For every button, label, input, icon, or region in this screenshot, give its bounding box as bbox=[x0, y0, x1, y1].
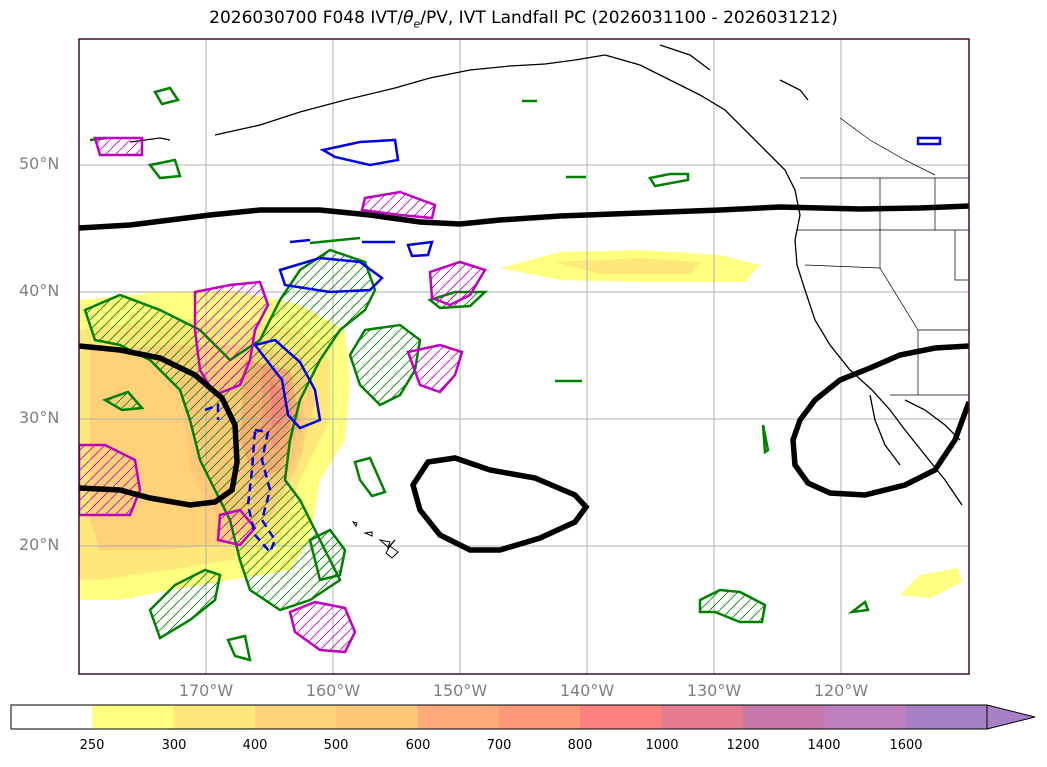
colorbar-swatch bbox=[661, 705, 744, 729]
colorbar-swatch bbox=[824, 705, 907, 729]
colorbar-swatch bbox=[92, 705, 175, 729]
colorbar-tick: 1600 bbox=[889, 738, 923, 753]
colorbar-swatch bbox=[417, 705, 500, 729]
landfall-pc-contours bbox=[79, 203, 969, 553]
colorbar-tick: 1000 bbox=[645, 738, 679, 753]
colorbar-tick: 700 bbox=[486, 738, 512, 753]
colorbar-tick: 800 bbox=[567, 738, 593, 753]
lon-label-160w: 160°W bbox=[305, 681, 361, 700]
colorbar-tick: 500 bbox=[323, 738, 349, 753]
colorbar-frame bbox=[10, 704, 988, 730]
colorbar bbox=[10, 704, 1036, 730]
colorbar-swatch bbox=[11, 705, 93, 729]
colorbar-swatch bbox=[173, 705, 256, 729]
colorbar-swatch bbox=[905, 705, 988, 729]
chart-title: 2026030700 F048 IVT/θe/PV, IVT Landfall … bbox=[209, 8, 838, 31]
colorbar-tick: 300 bbox=[161, 738, 187, 753]
map-plot-area bbox=[79, 39, 969, 674]
colorbar-tick: 1200 bbox=[726, 738, 760, 753]
lat-label-40n: 40°N bbox=[19, 281, 60, 300]
lon-label-150w: 150°W bbox=[432, 681, 488, 700]
magenta-contours bbox=[79, 136, 487, 654]
lon-label-170w: 170°W bbox=[178, 681, 234, 700]
lon-label-140w: 140°W bbox=[559, 681, 615, 700]
colorbar-tick: 1400 bbox=[807, 738, 841, 753]
blue-contours bbox=[204, 136, 942, 555]
lon-label-120w: 120°W bbox=[813, 681, 869, 700]
colorbar-tick: 400 bbox=[242, 738, 268, 753]
lon-label-130w: 130°W bbox=[686, 681, 742, 700]
colorbar-swatch bbox=[499, 705, 581, 729]
colorbar-tick: 600 bbox=[405, 738, 431, 753]
lat-label-20n: 20°N bbox=[19, 535, 60, 554]
colorbar-swatches bbox=[11, 705, 988, 729]
colorbar-tick: 250 bbox=[79, 738, 105, 753]
political-borders bbox=[797, 117, 969, 396]
colorbar-swatch bbox=[580, 705, 663, 729]
hawaii-islands bbox=[351, 521, 399, 559]
colorbar-swatch bbox=[743, 705, 825, 729]
lat-label-50n: 50°N bbox=[19, 154, 60, 173]
colorbar-swatch bbox=[336, 705, 419, 729]
lat-label-30n: 30°N bbox=[19, 408, 60, 427]
colorbar-extend-arrow bbox=[987, 705, 1035, 729]
map-frame bbox=[78, 38, 970, 675]
green-pv-contours bbox=[83, 86, 870, 662]
colorbar-swatch bbox=[255, 705, 337, 729]
